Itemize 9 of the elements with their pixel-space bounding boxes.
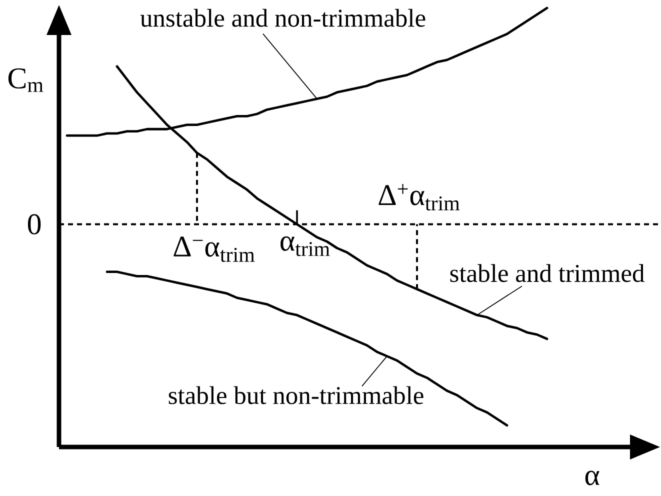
series-label: unstable and non-trimmable xyxy=(140,8,426,27)
annotation: Δ$^{−}$α$_{trim}$ xyxy=(174,236,255,262)
y-axis-title: C$_{m}$ xyxy=(8,68,44,92)
series-label: stable and trimmed xyxy=(450,264,644,282)
x-axis-title: α xyxy=(585,470,600,486)
annotation: Δ$^{+}$α$_{trim}$ xyxy=(378,184,460,210)
legend-label: stable but non-trimmable xyxy=(168,386,424,404)
annotation: α$_{trim}$ xyxy=(280,236,330,256)
ref-line-label: 0 xyxy=(28,214,41,234)
